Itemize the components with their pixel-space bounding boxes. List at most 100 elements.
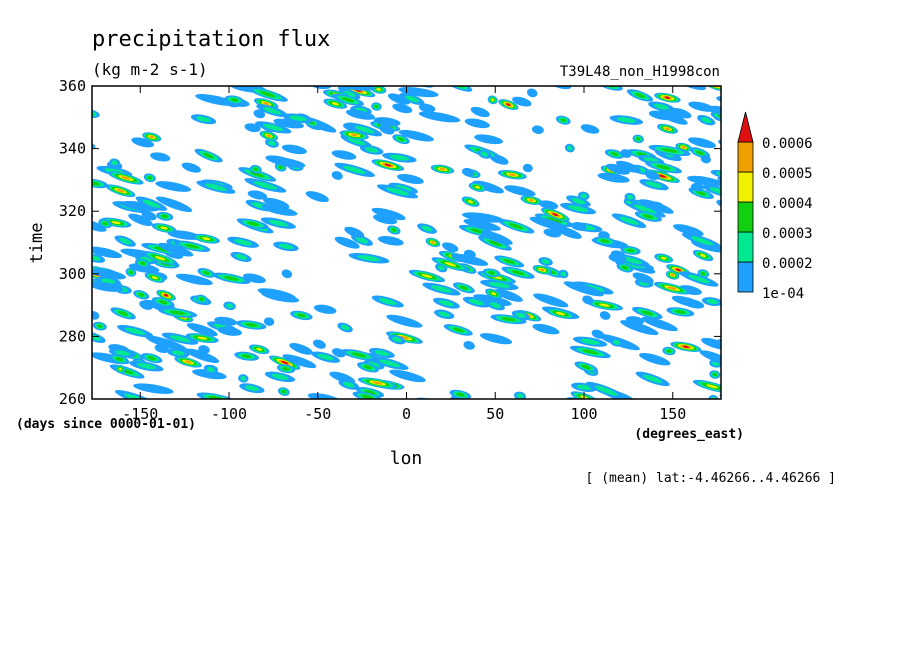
precip-cell xyxy=(370,86,387,94)
x-tick-label: -100 xyxy=(211,405,247,423)
precip-cell xyxy=(145,335,188,352)
precip-cell xyxy=(331,150,357,160)
precip-cell xyxy=(114,235,136,247)
precip-cell xyxy=(259,130,279,141)
precip-cell xyxy=(92,223,93,236)
precip-cell xyxy=(501,266,535,279)
precip-cell xyxy=(377,236,404,246)
precip-cell xyxy=(504,185,536,197)
precip-cell xyxy=(139,300,153,310)
precip-cell xyxy=(290,310,313,321)
mean-annotation: [ (mean) lat:-4.46266..4.46266 ] xyxy=(586,471,836,486)
precip-cell xyxy=(214,316,237,326)
precip-cell xyxy=(606,163,630,175)
precip-cell xyxy=(92,219,107,232)
precip-cell xyxy=(281,269,293,279)
precip-cell xyxy=(92,281,124,292)
colorbar-label: 0.0005 xyxy=(762,166,813,182)
precip-cell xyxy=(276,364,296,374)
colorbar-label: 1e-04 xyxy=(762,286,804,302)
precip-cell xyxy=(143,173,156,183)
precip-cell xyxy=(371,159,405,171)
precip-cell xyxy=(131,137,155,148)
precip-cell xyxy=(634,211,662,222)
precip-cell xyxy=(155,181,192,192)
precip-cell xyxy=(144,272,165,283)
precip-cell xyxy=(108,171,144,185)
precip-cell xyxy=(133,290,150,300)
precip-cell xyxy=(63,250,93,264)
precip-cell xyxy=(370,356,409,370)
precip-cell xyxy=(571,222,587,231)
precip-cell xyxy=(532,265,552,275)
precip-cell xyxy=(244,123,261,133)
precip-cell xyxy=(134,258,151,268)
precip-cell xyxy=(461,212,504,223)
precip-cell xyxy=(435,263,448,273)
precip-cell xyxy=(709,370,721,379)
precip-cell xyxy=(442,86,473,92)
precip-cell xyxy=(331,86,375,91)
precip-cell xyxy=(345,109,376,120)
precip-cell xyxy=(376,184,419,199)
precip-cell xyxy=(157,307,198,318)
precip-cell xyxy=(415,397,450,399)
precip-cell xyxy=(332,93,364,106)
x-axis-label: lon xyxy=(390,448,423,469)
precip-cell xyxy=(368,347,395,359)
precip-cell xyxy=(498,99,519,111)
precip-cell xyxy=(203,364,218,375)
precip-cell xyxy=(645,171,660,181)
precip-cell xyxy=(449,389,472,399)
x-axis-units: (degrees_east) xyxy=(634,427,744,442)
precip-cell xyxy=(569,345,611,359)
precip-cell xyxy=(608,253,627,263)
precip-cell xyxy=(92,253,106,263)
precip-cell xyxy=(196,392,237,399)
precip-cell xyxy=(273,118,304,129)
precip-cell xyxy=(158,242,194,257)
precip-cell xyxy=(591,329,605,339)
precip-cell xyxy=(92,311,100,320)
precip-cell xyxy=(151,223,177,233)
precip-cell xyxy=(641,316,678,332)
precip-cell xyxy=(234,351,259,361)
precip-cell xyxy=(670,341,702,352)
precip-cell xyxy=(670,107,692,119)
precip-cell xyxy=(348,252,390,264)
precip-cell xyxy=(334,162,375,178)
precip-cell xyxy=(538,200,559,210)
precip-cell xyxy=(389,369,426,383)
precip-cell xyxy=(555,115,571,125)
precip-cell xyxy=(543,228,562,238)
precip-cell xyxy=(480,279,519,291)
precip-cell xyxy=(490,314,527,325)
precip-cell xyxy=(560,202,597,215)
precip-cell xyxy=(196,180,236,194)
colorbar-segment xyxy=(737,141,754,173)
precip-cell xyxy=(247,86,288,102)
precip-cell xyxy=(154,344,169,354)
precip-cell xyxy=(269,355,301,370)
precip-cell xyxy=(710,169,721,182)
precip-cell xyxy=(337,322,353,333)
y-axis-label: time xyxy=(27,223,47,264)
precip-cell xyxy=(115,364,126,374)
precip-cell xyxy=(195,294,209,304)
precip-cell xyxy=(431,257,470,272)
precip-cell xyxy=(662,346,676,356)
precip-cell xyxy=(620,320,659,336)
precip-cell xyxy=(59,304,90,317)
precip-cell xyxy=(373,214,398,225)
precip-cell xyxy=(687,137,717,149)
precip-cell xyxy=(92,178,109,189)
y-tick-label: 340 xyxy=(59,140,86,158)
colorbar-label: 0.0003 xyxy=(762,226,813,242)
precip-cell xyxy=(648,101,675,112)
precip-cell xyxy=(92,108,100,119)
precip-cell xyxy=(62,237,87,250)
precip-cell xyxy=(98,218,112,229)
precip-cell xyxy=(167,230,201,240)
precip-cell xyxy=(604,149,625,159)
precip-cell xyxy=(701,297,721,307)
